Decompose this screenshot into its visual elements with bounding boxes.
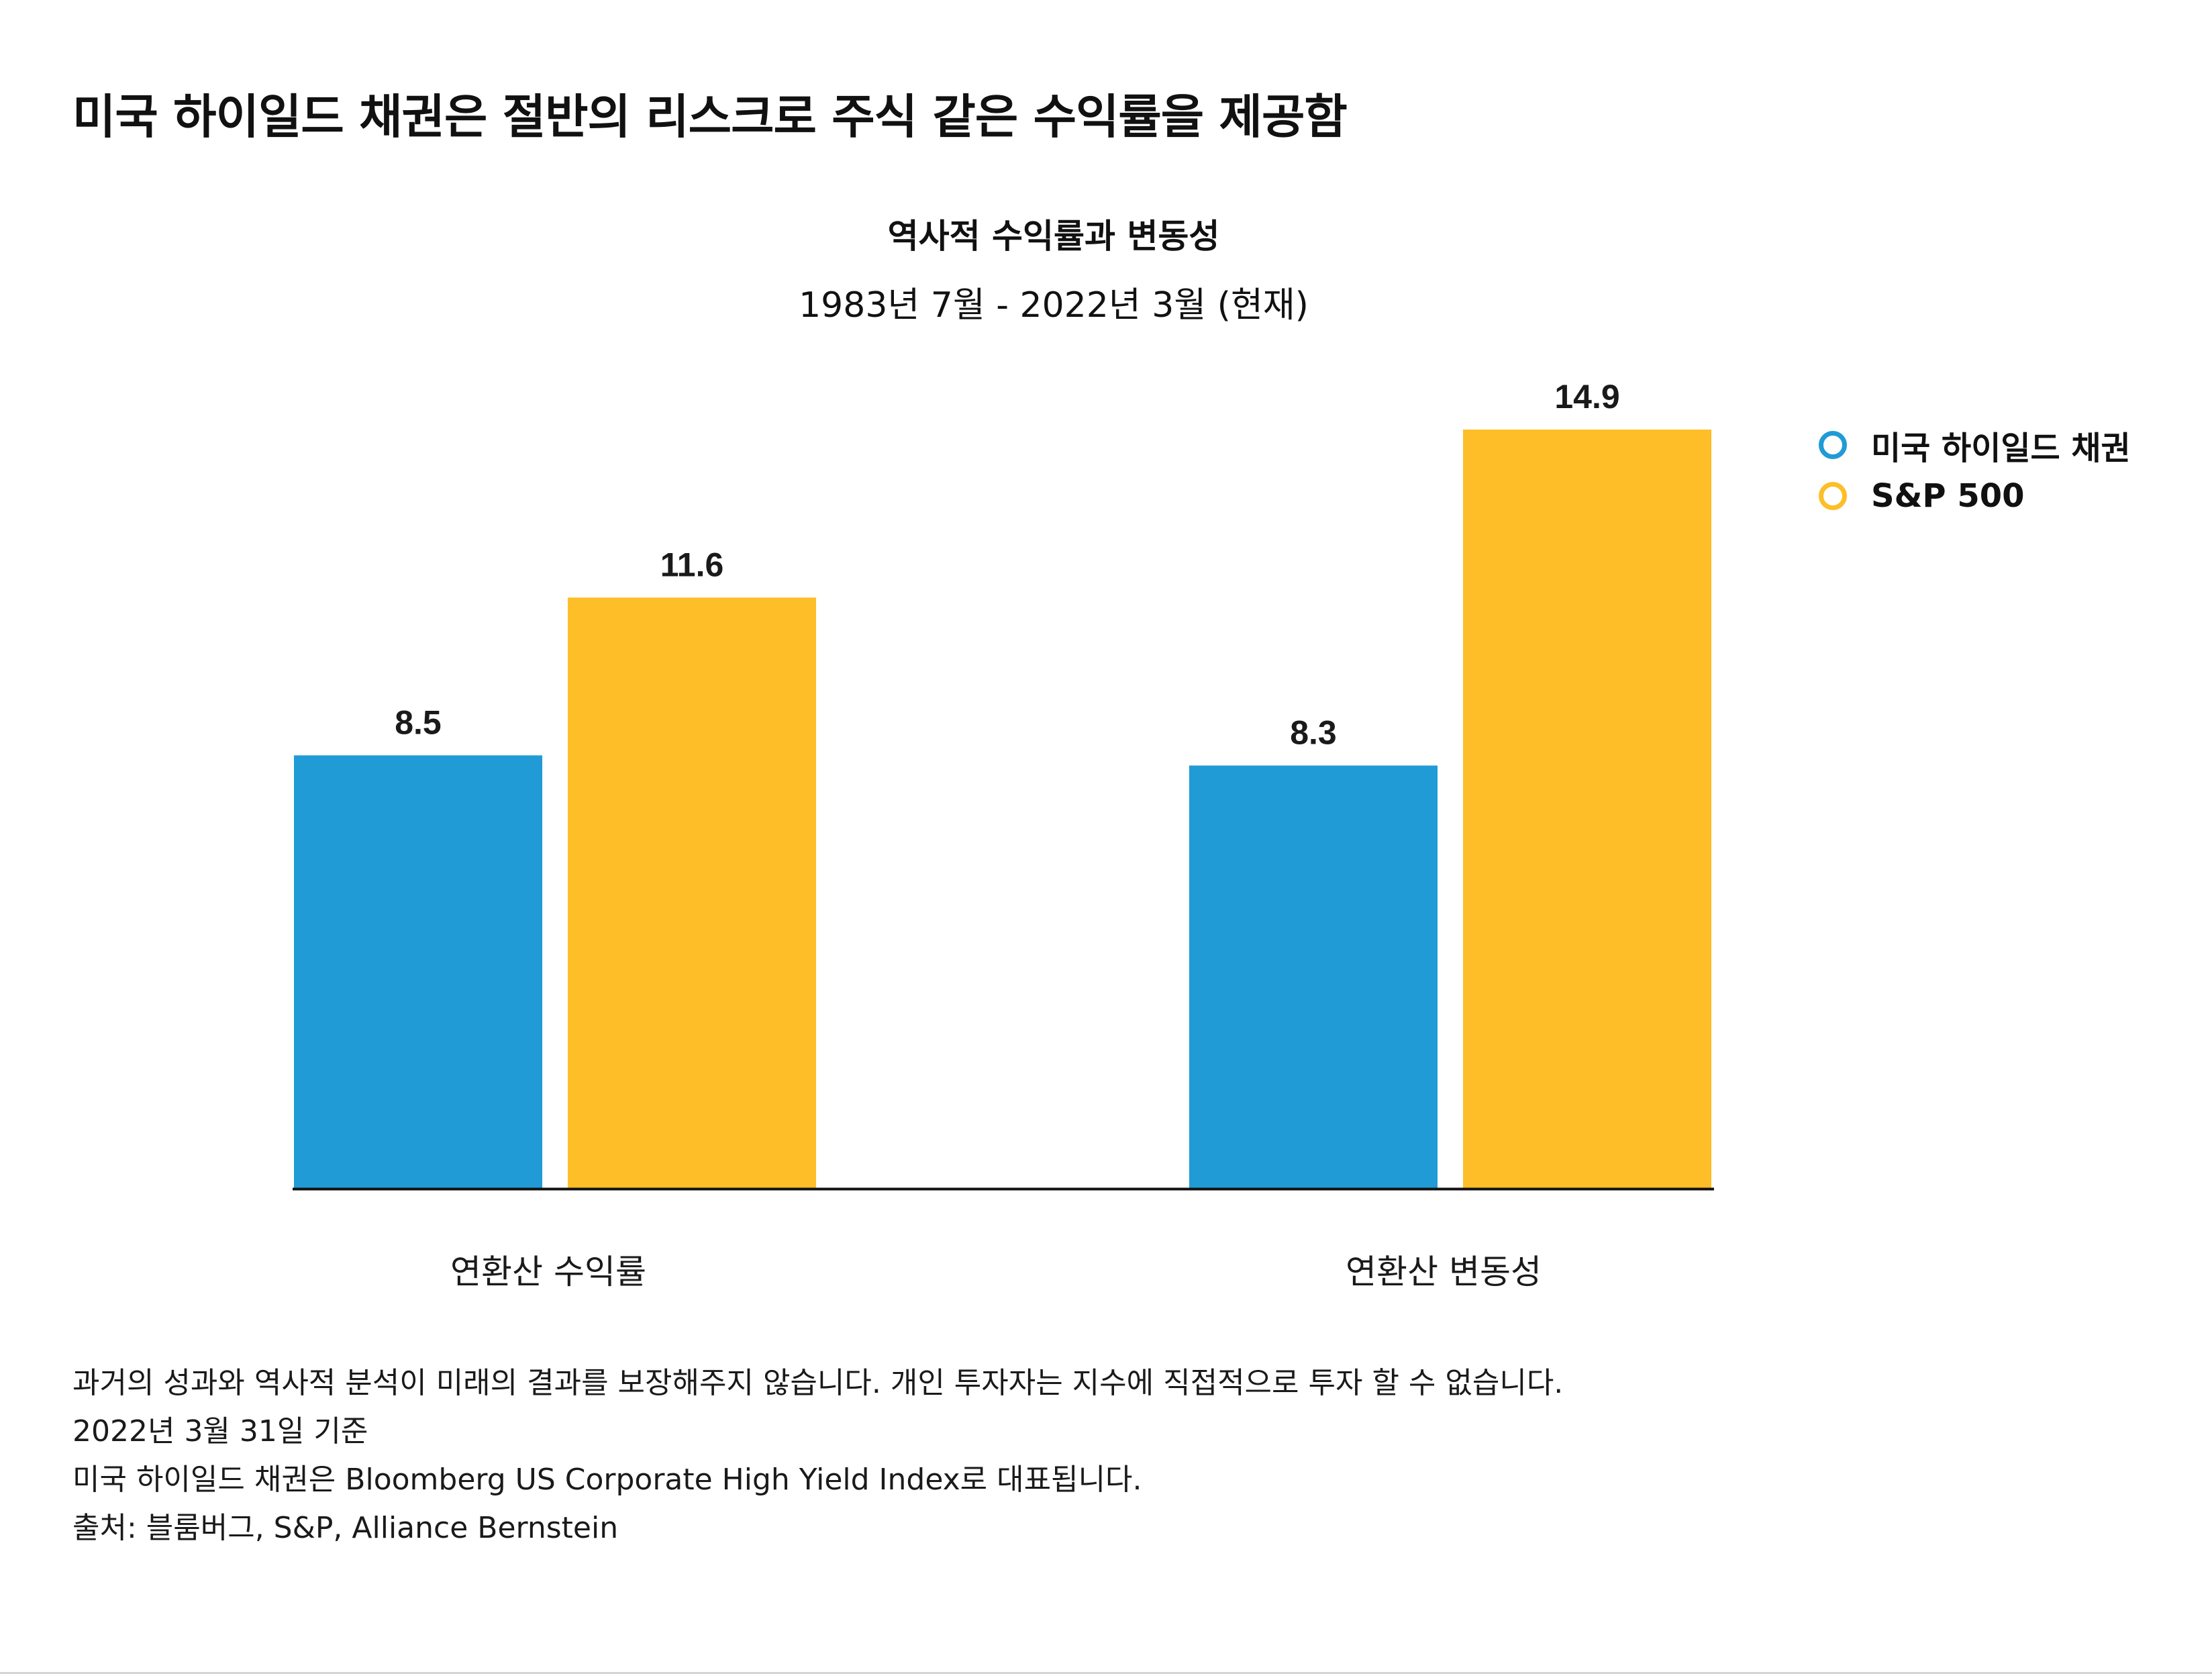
bar-high-yield-annual-volatility bbox=[1189, 765, 1438, 1188]
footnote-disclaimer: 과거의 성과와 역사적 분석이 미래의 결과를 보장해주지 않습니다. 개인 투… bbox=[72, 1366, 1564, 1400]
data-label-high-yield-annual-return: 8.5 bbox=[395, 703, 442, 741]
x-tick-label-annual-return: 연환산 수익률 bbox=[450, 1252, 646, 1291]
bar-sp500-annual-return bbox=[568, 597, 816, 1188]
footnote-date: 2022년 3월 31일 기준 bbox=[72, 1414, 368, 1448]
bar-sp500-annual-volatility bbox=[1463, 430, 1711, 1188]
legend-label-sp500: S&P 500 bbox=[1871, 477, 2025, 515]
x-tick-label-annual-volatility: 연환산 변동성 bbox=[1346, 1252, 1542, 1291]
legend-label-high-yield: 미국 하이일드 채권 bbox=[1871, 430, 2131, 467]
footnotes: 과거의 성과와 역사적 분석이 미래의 결과를 보장해주지 않습니다. 개인 투… bbox=[72, 1359, 1563, 1553]
legend-item-high-yield: 미국 하이일드 채권 bbox=[1819, 420, 2131, 471]
legend-item-sp500: S&P 500 bbox=[1819, 471, 2131, 522]
legend-marker-high-yield bbox=[1819, 431, 1847, 459]
bar-high-yield-annual-return bbox=[294, 755, 542, 1188]
legend-marker-sp500 bbox=[1819, 482, 1847, 510]
data-label-sp500-annual-return: 11.6 bbox=[660, 546, 724, 583]
data-label-sp500-annual-volatility: 14.9 bbox=[1554, 378, 1619, 415]
chart-title: 역사적 수익률과 변동성 bbox=[887, 217, 1220, 256]
chart-legend: 미국 하이일드 채권 S&P 500 bbox=[1819, 420, 2131, 522]
footnote-source: 출처: 블룸버그, S&P, Alliance Bernstein bbox=[72, 1511, 619, 1545]
data-label-high-yield-annual-volatility: 8.3 bbox=[1290, 714, 1337, 752]
page-headline: 미국 하이일드 채권은 절반의 리스크로 주식 같은 수익률을 제공함 bbox=[72, 89, 1348, 144]
bar-chart: 8.5 11.6 연환산 수익률 8.3 14.9 연환산 변동성 bbox=[293, 378, 1714, 1291]
chart-subtitle: 1983년 7월 - 2022년 3월 (현재) bbox=[799, 285, 1309, 326]
footnote-index: 미국 하이일드 채권은 Bloomberg US Corporate High … bbox=[72, 1463, 1142, 1497]
